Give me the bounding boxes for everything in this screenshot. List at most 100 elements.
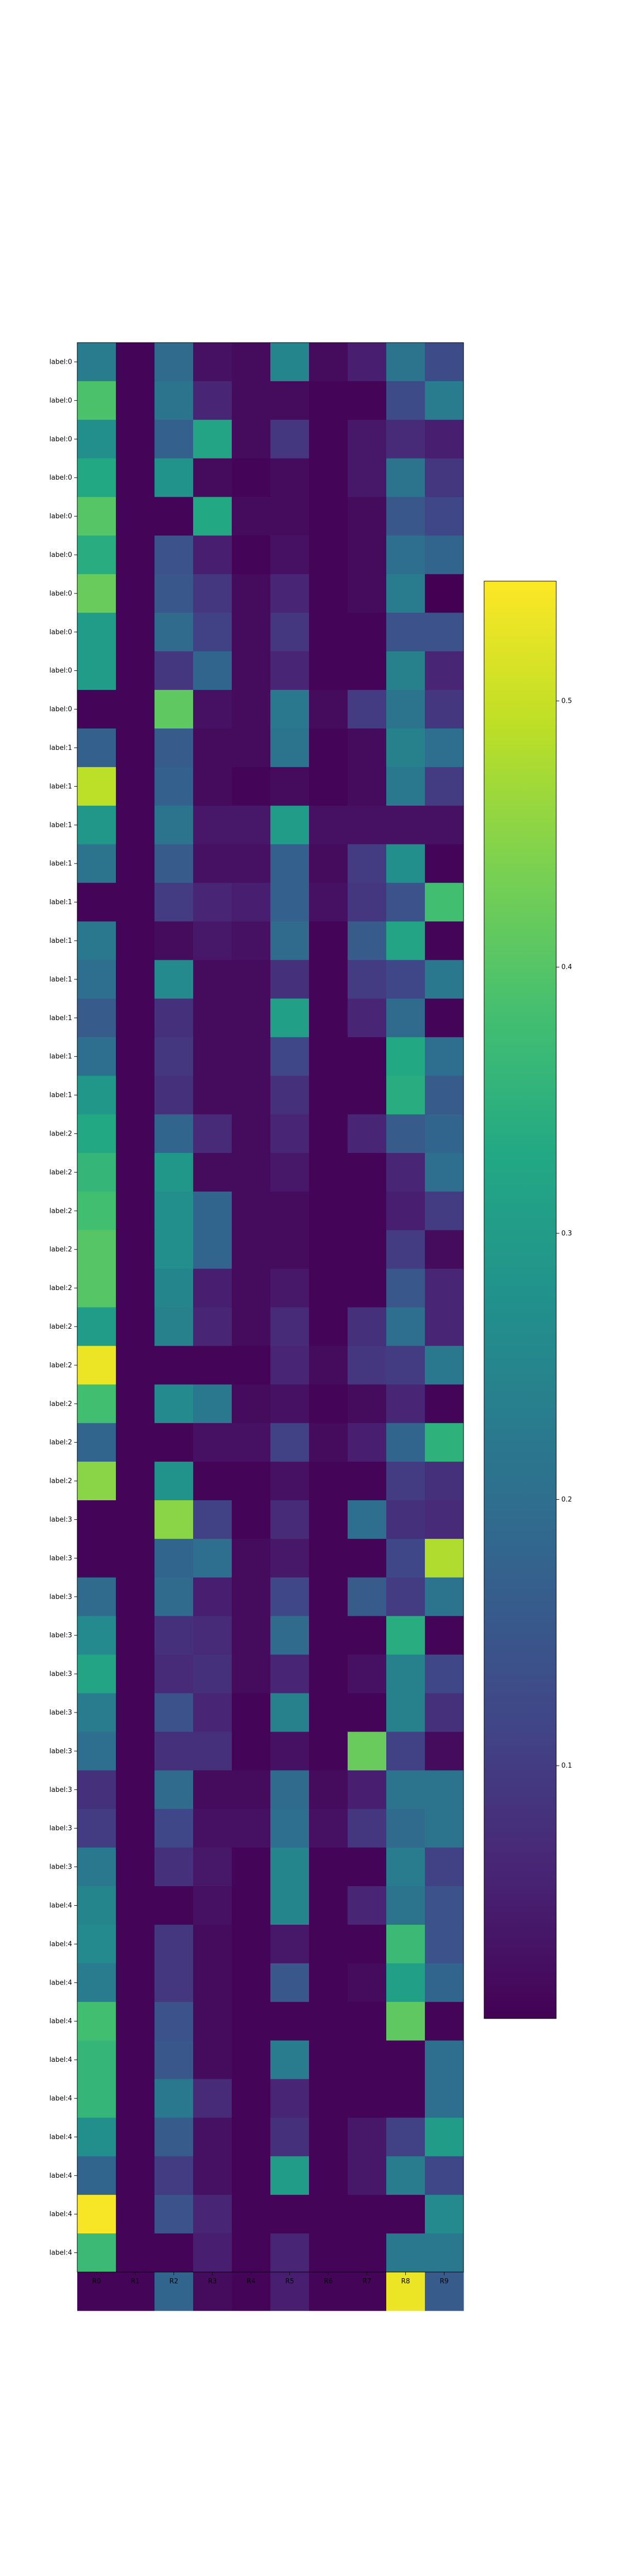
heatmap-cell bbox=[77, 1076, 116, 1115]
heatmap-cell bbox=[309, 844, 348, 884]
heatmap-cell bbox=[154, 1732, 194, 1771]
heatmap-cell bbox=[386, 1538, 425, 1578]
heatmap-cell bbox=[386, 1346, 425, 1385]
heatmap-cell bbox=[154, 458, 194, 498]
heatmap-cell bbox=[77, 805, 116, 845]
heatmap-cell bbox=[425, 960, 464, 999]
heatmap-cell bbox=[309, 1191, 348, 1231]
heatmap-cell bbox=[116, 381, 155, 420]
heatmap-cell bbox=[193, 2272, 232, 2311]
y-tick-label: label:1 bbox=[49, 1053, 72, 1061]
heatmap-cell bbox=[193, 1848, 232, 1887]
heatmap-cell bbox=[77, 458, 116, 498]
heatmap-cell bbox=[425, 2195, 464, 2234]
heatmap-cell bbox=[116, 883, 155, 922]
y-tick-label: label:3 bbox=[49, 1593, 72, 1601]
y-tick-label: label:3 bbox=[49, 1632, 72, 1639]
y-tick-label: label:3 bbox=[49, 1709, 72, 1717]
heatmap-cell bbox=[309, 1153, 348, 1192]
heatmap-cell bbox=[232, 883, 271, 922]
heatmap-cell bbox=[386, 1577, 425, 1617]
heatmap-cell bbox=[270, 535, 310, 574]
heatmap-cell bbox=[77, 960, 116, 999]
heatmap-cell bbox=[270, 2233, 310, 2273]
heatmap-cell bbox=[154, 883, 194, 922]
heatmap-cell bbox=[309, 1423, 348, 1462]
heatmap-cell bbox=[232, 1230, 271, 1269]
heatmap-cell bbox=[309, 1307, 348, 1346]
heatmap-cell bbox=[77, 1307, 116, 1346]
heatmap-cell bbox=[386, 1037, 425, 1076]
y-tick-label: label:1 bbox=[49, 1014, 72, 1022]
heatmap-cell bbox=[309, 419, 348, 459]
heatmap-cell bbox=[154, 2272, 194, 2311]
heatmap-cell bbox=[77, 767, 116, 806]
y-tick-label: label:0 bbox=[49, 667, 72, 675]
heatmap-cell bbox=[116, 2040, 155, 2080]
heatmap-cell bbox=[270, 1191, 310, 1231]
heatmap-cell bbox=[425, 690, 464, 729]
heatmap-cell bbox=[348, 419, 387, 459]
heatmap-cell bbox=[154, 1346, 194, 1385]
heatmap-cell bbox=[386, 1848, 425, 1887]
heatmap-cell bbox=[77, 2040, 116, 2080]
heatmap-cell bbox=[348, 535, 387, 574]
heatmap-cell bbox=[348, 1076, 387, 1115]
heatmap-cell bbox=[270, 2079, 310, 2118]
heatmap-cell bbox=[309, 1924, 348, 1964]
heatmap-cell bbox=[270, 921, 310, 960]
heatmap-cell bbox=[386, 2195, 425, 2234]
colorbar bbox=[484, 581, 557, 2019]
heatmap-cell bbox=[193, 960, 232, 999]
heatmap-cell bbox=[425, 1886, 464, 1925]
heatmap-cell bbox=[309, 1654, 348, 1694]
heatmap-cell bbox=[425, 921, 464, 960]
heatmap-cell bbox=[270, 805, 310, 845]
heatmap-cell bbox=[77, 2079, 116, 2118]
heatmap-cell bbox=[116, 1230, 155, 1269]
heatmap-cell bbox=[116, 1538, 155, 1578]
heatmap-cell bbox=[116, 960, 155, 999]
heatmap-cell bbox=[232, 343, 271, 382]
y-tick-label: label:1 bbox=[49, 821, 72, 829]
heatmap-cell bbox=[309, 1500, 348, 1539]
heatmap-cell bbox=[116, 728, 155, 768]
heatmap-cell bbox=[348, 2272, 387, 2311]
y-tick-label: label:1 bbox=[49, 976, 72, 984]
heatmap-cell bbox=[425, 574, 464, 613]
y-tick-label: label:0 bbox=[49, 397, 72, 404]
heatmap-cell bbox=[193, 535, 232, 574]
heatmap-cell bbox=[348, 883, 387, 922]
heatmap-cell bbox=[309, 2117, 348, 2157]
heatmap-cell bbox=[154, 767, 194, 806]
heatmap-cell bbox=[193, 1538, 232, 1578]
heatmap-cell bbox=[348, 1462, 387, 1501]
y-tick-label: label:4 bbox=[49, 2172, 72, 2180]
heatmap-cell bbox=[309, 767, 348, 806]
heatmap-cell bbox=[425, 1500, 464, 1539]
heatmap-cell bbox=[270, 1346, 310, 1385]
heatmap-cell bbox=[309, 883, 348, 922]
heatmap-cell bbox=[77, 1770, 116, 1809]
heatmap-cell bbox=[116, 1153, 155, 1192]
heatmap-cell bbox=[77, 1346, 116, 1385]
heatmap-cell bbox=[386, 1654, 425, 1694]
heatmap-cells bbox=[77, 343, 464, 2311]
heatmap-cell bbox=[232, 1538, 271, 1578]
heatmap-cell bbox=[77, 2272, 116, 2311]
x-axis-ticks: R0 R1 R2 R3 R4 R5 R6 R7 R8 R9 bbox=[92, 2272, 449, 2285]
heatmap-cell bbox=[154, 1268, 194, 1308]
heatmap-cell bbox=[116, 1770, 155, 1809]
heatmap-cell bbox=[116, 1809, 155, 1848]
heatmap-cell bbox=[193, 1654, 232, 1694]
y-tick-label: label:2 bbox=[49, 1207, 72, 1215]
heatmap-cell bbox=[116, 1384, 155, 1423]
heatmap-cell bbox=[348, 767, 387, 806]
heatmap-cell bbox=[348, 690, 387, 729]
heatmap-cell bbox=[425, 1770, 464, 1809]
heatmap-cell bbox=[154, 2117, 194, 2157]
heatmap-cell bbox=[348, 728, 387, 768]
heatmap-cell bbox=[348, 1770, 387, 1809]
x-tick-label: R4 bbox=[247, 2278, 255, 2285]
heatmap-cell bbox=[154, 960, 194, 999]
